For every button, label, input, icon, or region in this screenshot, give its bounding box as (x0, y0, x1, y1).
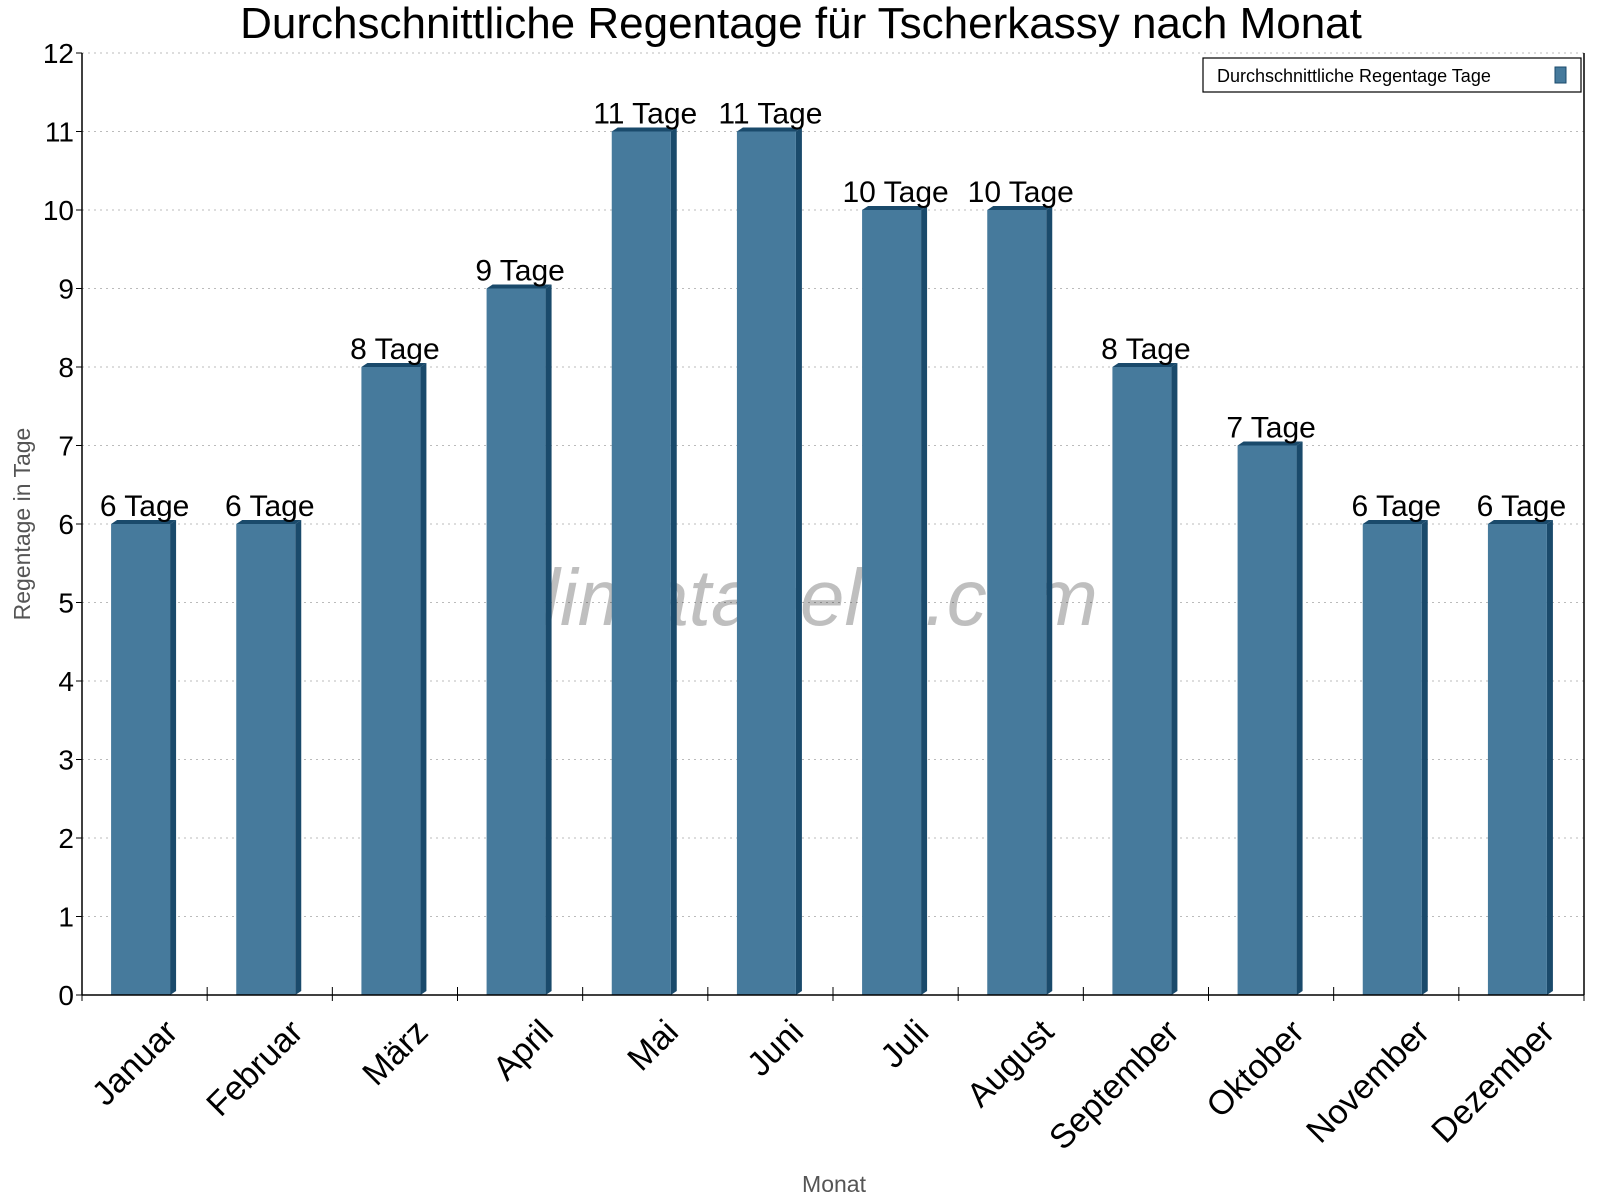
x-tick-label: Dezember (1424, 1013, 1562, 1151)
bar-side (170, 520, 177, 995)
bar-top (486, 284, 552, 289)
y-tick-label: 2 (58, 823, 74, 854)
bar-juni (736, 131, 796, 995)
y-tick-label: 11 (45, 117, 74, 148)
x-tick-label: Juli (873, 1013, 936, 1076)
bar-top (1237, 441, 1303, 446)
y-tick-label: 9 (58, 274, 74, 305)
y-tick-label: 5 (58, 588, 74, 619)
chart-title: Durchschnittliche Regentage für Tscherka… (240, 0, 1362, 48)
data-label: 8 Tage (350, 333, 440, 366)
bar-side (670, 127, 677, 995)
y-tick-label: 3 (58, 745, 74, 776)
x-tick-label: Mai (620, 1013, 686, 1079)
bar-side (420, 363, 427, 995)
bar-mai (611, 131, 671, 995)
data-label: 10 Tage (842, 176, 948, 209)
x-tick-label: Februar (199, 1013, 310, 1124)
bar-side (295, 520, 302, 995)
bar-top (236, 520, 302, 524)
bar-top (736, 127, 802, 132)
y-tick-label: 6 (58, 509, 74, 540)
bar-top (1487, 520, 1553, 524)
y-tick-label: 1 (58, 902, 74, 933)
bar-top (1362, 520, 1428, 524)
bar-juli (862, 210, 922, 995)
data-label: 8 Tage (1101, 333, 1191, 366)
x-tick-label: Oktober (1199, 1013, 1311, 1125)
data-label: 6 Tage (1351, 490, 1441, 523)
x-tick-label: September (1042, 1013, 1186, 1157)
bar-side (545, 284, 552, 995)
data-label: 6 Tage (225, 490, 315, 523)
bar-side (1421, 520, 1428, 995)
data-label: 10 Tage (968, 176, 1074, 209)
x-tick-label: Juni (740, 1013, 811, 1084)
data-label: 11 Tage (718, 98, 822, 131)
bar-side (1546, 520, 1553, 995)
data-label: 11 Tage (593, 98, 697, 131)
bar-november (1362, 524, 1422, 995)
bar-april (486, 288, 546, 995)
bar-top (111, 520, 177, 524)
y-axis-label: Regentage in Tage (9, 428, 35, 621)
bar-top (987, 206, 1053, 210)
bar-side (1046, 206, 1053, 995)
data-label: 7 Tage (1226, 412, 1316, 445)
bar-märz (361, 367, 421, 995)
bar-januar (111, 524, 171, 995)
legend: Durchschnittliche Regentage Tage (1202, 57, 1582, 93)
data-label: 6 Tage (100, 490, 190, 523)
y-tick-label: 12 (43, 38, 74, 69)
y-tick-label: 7 (58, 431, 74, 462)
x-tick-label: April (486, 1013, 561, 1088)
bar-side (921, 206, 928, 995)
legend-label: Durchschnittliche Regentage Tage (1217, 66, 1491, 86)
y-tick-label: 10 (43, 195, 74, 226)
bar-februar (236, 524, 296, 995)
data-label: 9 Tage (475, 255, 565, 288)
x-tick-label: Januar (85, 1013, 185, 1113)
x-axis-label: Monat (802, 1171, 867, 1197)
bar-august (987, 210, 1047, 995)
bar-top (611, 127, 677, 132)
bar-top (1112, 363, 1178, 367)
legend-swatch (1554, 66, 1567, 84)
bar-side (795, 127, 802, 995)
x-tick-label: März (355, 1013, 435, 1093)
bar-dezember (1487, 524, 1547, 995)
bar-side (1296, 441, 1303, 995)
x-tick-label: August (960, 1012, 1062, 1114)
bar-top (361, 363, 427, 367)
bar-oktober (1237, 445, 1297, 995)
data-label: 6 Tage (1477, 490, 1567, 523)
y-tick-label: 8 (58, 352, 74, 383)
bar-side (1171, 363, 1178, 995)
bar-september (1112, 367, 1172, 995)
y-tick-label: 4 (58, 666, 74, 697)
x-tick-label: November (1299, 1013, 1437, 1151)
y-tick-label: 0 (58, 980, 74, 1011)
bar-top (862, 206, 928, 210)
